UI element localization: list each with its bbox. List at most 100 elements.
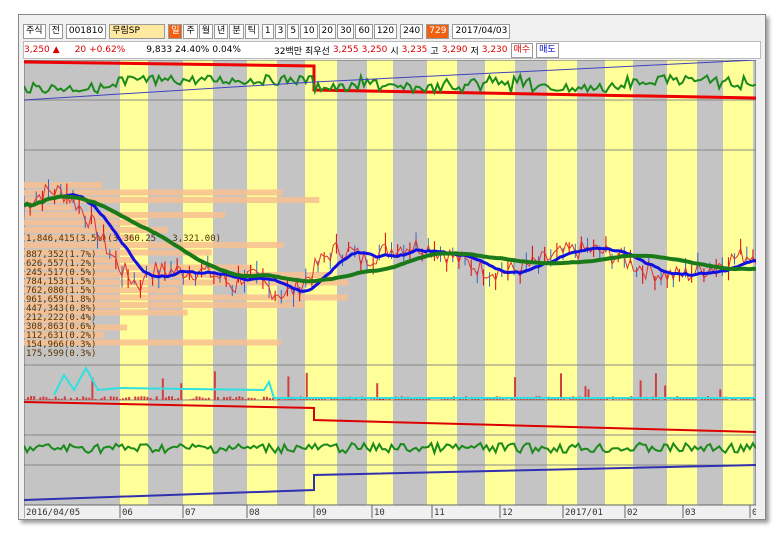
volume bbox=[514, 377, 517, 400]
period[interactable]: 일 bbox=[168, 23, 183, 39]
profile-label: 308,863(0.6%) bbox=[26, 322, 96, 332]
volume bbox=[416, 398, 419, 400]
minute[interactable]: 60 bbox=[355, 23, 373, 39]
volume bbox=[713, 398, 716, 400]
bid: 3,250 bbox=[361, 45, 388, 55]
volume bbox=[615, 399, 618, 400]
quote-bar: 3,250 ▲ 20 +0.62% 9,833 24.40% 0.04% 32백… bbox=[23, 41, 761, 59]
volume bbox=[339, 399, 342, 400]
volume bbox=[373, 398, 376, 400]
x-tick-label: 11 bbox=[434, 508, 445, 518]
profile-bar bbox=[24, 242, 284, 248]
period[interactable]: 분 bbox=[229, 23, 244, 39]
volume bbox=[483, 398, 486, 400]
profile-label: 175,599(0.3%) bbox=[26, 349, 96, 359]
volume bbox=[247, 397, 250, 400]
turnover: 24.40% bbox=[175, 45, 210, 55]
volume bbox=[461, 399, 464, 400]
volume bbox=[584, 386, 587, 400]
profile-bar bbox=[24, 212, 226, 218]
sell[interactable]: 매도 bbox=[536, 42, 559, 58]
board[interactable]: 전 bbox=[48, 23, 63, 39]
volume bbox=[164, 397, 167, 400]
minutes: 1 3 5 10 20 30 60 120 bbox=[261, 23, 398, 39]
profile-bar bbox=[24, 204, 73, 211]
volume bbox=[94, 398, 97, 400]
stock-name[interactable]: 무림SP bbox=[109, 23, 166, 39]
volume bbox=[103, 396, 106, 400]
profile-bar bbox=[24, 339, 282, 346]
volume bbox=[605, 398, 608, 400]
x-tick-label: 10 bbox=[374, 508, 385, 518]
x-tick-label: 2016/04/05 bbox=[26, 508, 80, 518]
volume bbox=[195, 396, 198, 400]
minute[interactable]: 120 bbox=[373, 23, 398, 39]
code[interactable]: 001810 bbox=[65, 23, 107, 39]
minute[interactable]: 5 bbox=[287, 23, 300, 39]
volume bbox=[370, 399, 373, 400]
volume bbox=[281, 399, 284, 400]
volume bbox=[734, 398, 737, 400]
minute[interactable]: 1 bbox=[261, 23, 274, 39]
volume-cyan bbox=[53, 365, 756, 399]
volume bbox=[385, 399, 388, 400]
volume bbox=[449, 399, 452, 400]
period[interactable]: 틱 bbox=[244, 23, 259, 39]
minute[interactable]: 10 bbox=[300, 23, 318, 39]
period[interactable]: 주 bbox=[183, 23, 198, 39]
volume bbox=[192, 398, 195, 400]
period[interactable]: 년 bbox=[214, 23, 229, 39]
volume bbox=[654, 373, 657, 400]
volume bbox=[376, 383, 379, 400]
top-red bbox=[24, 60, 756, 100]
ask: 3,255 bbox=[332, 45, 359, 55]
band bbox=[367, 60, 393, 505]
profile-bar bbox=[24, 264, 253, 271]
volume bbox=[556, 398, 559, 400]
volume bbox=[581, 398, 584, 400]
profile-bar bbox=[24, 234, 134, 241]
total: 729 bbox=[426, 23, 450, 39]
volume bbox=[118, 399, 121, 400]
low-label: 저 bbox=[470, 46, 479, 57]
band bbox=[427, 60, 457, 505]
band bbox=[577, 60, 605, 505]
volume bbox=[642, 399, 645, 400]
volume bbox=[201, 397, 204, 400]
buy[interactable]: 매수 bbox=[510, 42, 534, 58]
volume bbox=[575, 398, 578, 400]
volume bbox=[51, 399, 54, 400]
best: 최우선 bbox=[304, 46, 330, 57]
minute[interactable]: 20 bbox=[318, 23, 336, 39]
volume bbox=[177, 397, 180, 400]
volume bbox=[437, 399, 440, 400]
minute[interactable]: 30 bbox=[337, 23, 355, 39]
volume bbox=[33, 396, 36, 400]
volume bbox=[746, 398, 749, 400]
volume bbox=[670, 399, 673, 400]
profile-label: 447,343(0.8%) bbox=[26, 304, 96, 314]
volume bbox=[125, 397, 128, 400]
minute[interactable]: 3 bbox=[274, 23, 287, 39]
date[interactable]: 2017/04/03 bbox=[452, 23, 511, 39]
count[interactable]: 240 bbox=[400, 23, 424, 39]
volume bbox=[566, 399, 569, 400]
volume bbox=[682, 398, 685, 400]
profile-label: 1,846,415(3.5%)(3,360.25 - 3,321.00) bbox=[26, 234, 221, 244]
market[interactable]: 주식 bbox=[23, 23, 46, 39]
x-tick-label: 02 bbox=[627, 508, 638, 518]
profile-bar bbox=[24, 332, 105, 338]
x-tick-label: 03 bbox=[685, 508, 696, 518]
volume bbox=[149, 397, 152, 400]
volume bbox=[85, 397, 88, 400]
profile-bar bbox=[24, 279, 349, 286]
arrow: ▲ bbox=[52, 45, 60, 55]
period[interactable]: 월 bbox=[198, 23, 214, 39]
volume bbox=[174, 399, 177, 400]
volume bbox=[621, 399, 624, 400]
volume bbox=[241, 397, 244, 400]
volume bbox=[82, 396, 85, 400]
ma-long bbox=[24, 194, 756, 284]
volume bbox=[731, 398, 734, 400]
